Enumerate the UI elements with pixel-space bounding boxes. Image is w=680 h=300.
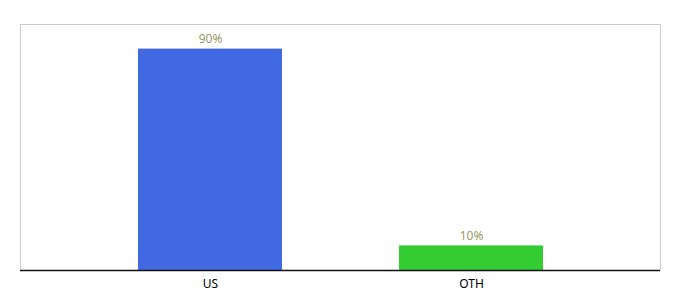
svg-text:90%: 90% xyxy=(199,30,223,47)
svg-text:10%: 10% xyxy=(460,227,484,244)
svg-text:US: US xyxy=(203,275,219,292)
svg-text:OTH: OTH xyxy=(459,275,484,292)
